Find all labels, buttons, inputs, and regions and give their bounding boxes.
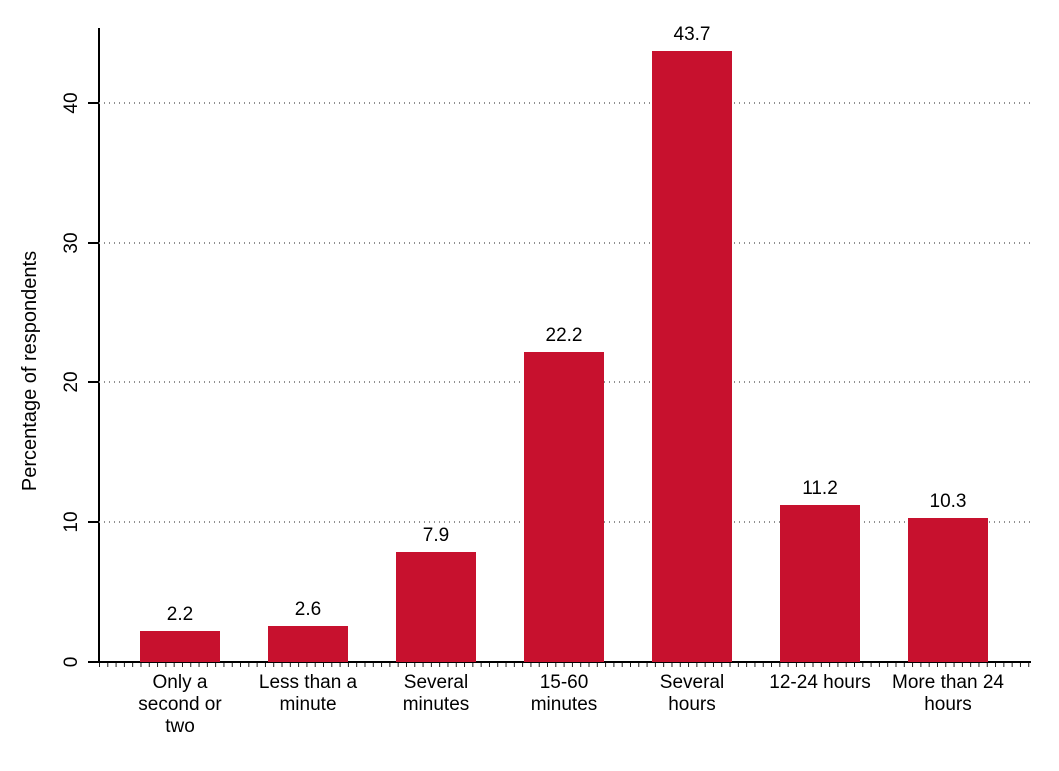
- x-axis-line: [88, 661, 1031, 663]
- x-category-label-6: 12-24 hours: [769, 672, 871, 693]
- bar-7: [908, 518, 988, 662]
- y-tick-label-20: 20: [61, 371, 82, 393]
- y-axis-title: Percentage of respondents: [19, 250, 41, 492]
- bar-3: [396, 551, 476, 662]
- bar-6: [780, 505, 860, 662]
- x-category-label-5: Several hours: [659, 672, 725, 715]
- y-tick-label-0: 0: [61, 656, 82, 668]
- y-tick-20: [88, 381, 98, 384]
- bar-5: [652, 51, 732, 662]
- y-tick-label-30: 30: [61, 232, 82, 254]
- bar-value-label-1: 2.2: [166, 604, 194, 626]
- x-category-label-3: Several minutes: [402, 672, 470, 715]
- bar-value-label-7: 10.3: [929, 491, 967, 512]
- x-category-label-7: More than 24 hours: [892, 672, 1004, 715]
- gridline-40: [99, 101, 1031, 104]
- y-tick-40: [88, 101, 98, 104]
- bar-value-label-3: 7.9: [422, 524, 450, 546]
- y-tick-label-10: 10: [61, 511, 82, 533]
- y-axis-line: [98, 28, 100, 663]
- y-tick-30: [88, 241, 98, 244]
- y-tick-10: [88, 521, 98, 524]
- bar-value-label-6: 11.2: [802, 478, 838, 500]
- gridline-30: [99, 241, 1031, 244]
- bar-value-label-5: 43.7: [673, 24, 711, 46]
- bar-value-label-2: 2.6: [294, 598, 322, 620]
- x-category-label-4: 15-60 minutes: [530, 672, 598, 715]
- y-tick-label-40: 40: [61, 92, 82, 114]
- bar-value-label-4: 22.2: [545, 324, 583, 346]
- bar-2: [268, 625, 348, 662]
- x-category-label-1: Only a second or two: [138, 672, 222, 737]
- bar-1: [140, 631, 220, 662]
- bar-4: [524, 351, 604, 662]
- x-axis-minor-ticks: [99, 663, 1031, 667]
- x-category-label-2: Less than a minute: [258, 672, 358, 715]
